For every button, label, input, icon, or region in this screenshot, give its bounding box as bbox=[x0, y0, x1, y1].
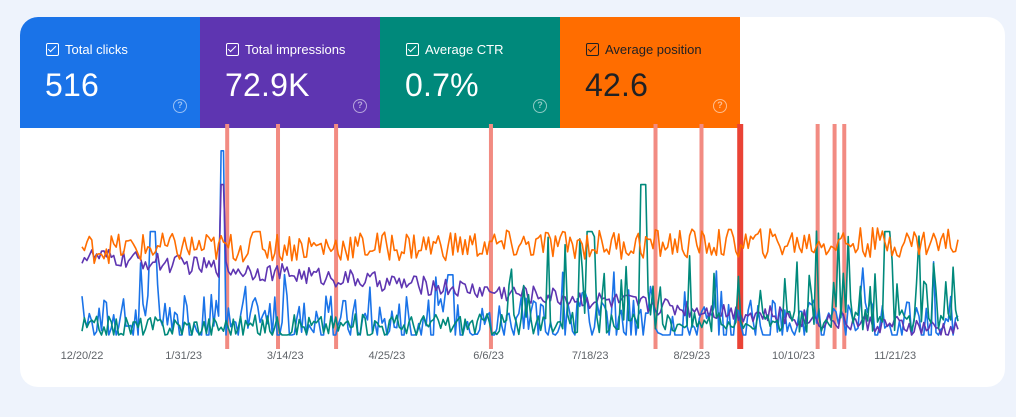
annotation-marker[interactable] bbox=[488, 124, 493, 349]
x-tick-label: 8/29/23 bbox=[673, 350, 710, 362]
total-impressions-tile[interactable]: Total impressions 72.9K ? bbox=[200, 17, 380, 128]
x-tick-label: 11/21/23 bbox=[874, 350, 916, 362]
x-tick-label: 4/25/23 bbox=[369, 350, 406, 362]
series-line-total-impressions bbox=[81, 183, 959, 336]
total-clicks-label: Total clicks bbox=[65, 42, 128, 57]
annotation-marker-selected[interactable] bbox=[737, 124, 744, 349]
checkbox-icon[interactable] bbox=[406, 43, 419, 56]
annotation-marker[interactable] bbox=[334, 124, 339, 349]
help-icon[interactable]: ? bbox=[533, 99, 547, 113]
x-tick-label: 7/18/23 bbox=[572, 350, 609, 362]
annotation-marker[interactable] bbox=[699, 124, 704, 349]
checkbox-icon[interactable] bbox=[586, 43, 599, 56]
average-position-value: 42.6 bbox=[585, 67, 649, 103]
annotation-marker[interactable] bbox=[225, 124, 230, 349]
x-tick-label: 1/31/23 bbox=[165, 350, 202, 362]
average-position-label: Average position bbox=[605, 42, 702, 57]
x-tick-label: 3/14/23 bbox=[267, 350, 304, 362]
average-ctr-value: 0.7% bbox=[405, 67, 479, 103]
help-icon[interactable]: ? bbox=[353, 99, 367, 113]
metric-tiles: Total clicks 516 ? Total impressions 72.… bbox=[20, 17, 740, 128]
average-position-tile[interactable]: Average position 42.6 ? bbox=[560, 17, 740, 128]
x-tick-label: 6/6/23 bbox=[473, 350, 504, 362]
series-line-total-clicks bbox=[81, 150, 959, 336]
total-clicks-header: Total clicks bbox=[46, 42, 128, 57]
checkbox-icon[interactable] bbox=[226, 43, 239, 56]
annotation-marker[interactable] bbox=[832, 124, 837, 349]
total-clicks-tile[interactable]: Total clicks 516 ? bbox=[20, 17, 200, 128]
total-impressions-value: 72.9K bbox=[225, 67, 310, 103]
annotation-marker[interactable] bbox=[276, 124, 281, 349]
annotation-marker[interactable] bbox=[653, 124, 658, 349]
annotation-marker[interactable] bbox=[815, 124, 820, 349]
x-tick-label: 10/10/23 bbox=[772, 350, 815, 362]
annotation-marker[interactable] bbox=[842, 124, 847, 349]
average-ctr-label: Average CTR bbox=[425, 42, 504, 57]
total-impressions-header: Total impressions bbox=[226, 42, 345, 57]
performance-card: Total clicks 516 ? Total impressions 72.… bbox=[20, 17, 1005, 387]
series-line-average-position bbox=[81, 227, 959, 265]
checkbox-icon[interactable] bbox=[46, 43, 59, 56]
help-icon[interactable]: ? bbox=[713, 99, 727, 113]
x-tick-label: 12/20/22 bbox=[61, 350, 104, 362]
average-position-header: Average position bbox=[586, 42, 702, 57]
total-impressions-label: Total impressions bbox=[245, 42, 346, 57]
help-icon[interactable]: ? bbox=[173, 99, 187, 113]
average-ctr-tile[interactable]: Average CTR 0.7% ? bbox=[380, 17, 560, 128]
average-ctr-header: Average CTR bbox=[406, 42, 504, 57]
series-line-average-ctr bbox=[81, 183, 959, 336]
total-clicks-value: 516 bbox=[45, 67, 99, 103]
